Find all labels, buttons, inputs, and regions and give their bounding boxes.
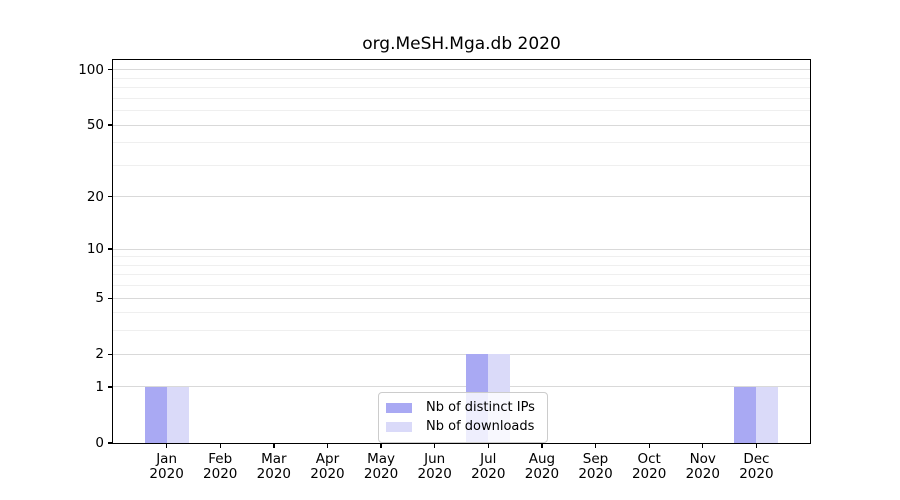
major-gridline xyxy=(113,297,810,299)
x-tick-year: 2020 xyxy=(471,466,506,482)
minor-gridline xyxy=(113,110,810,112)
x-tick-mark xyxy=(755,443,758,448)
minor-gridline xyxy=(113,285,810,287)
x-tick-label: Mar 2020 xyxy=(242,452,306,482)
y-tick-label: 10 xyxy=(86,241,104,258)
x-tick-label: Aug 2020 xyxy=(510,452,574,482)
x-tick-mark xyxy=(273,443,275,448)
x-tick-mark xyxy=(380,443,382,448)
y-tick-mark xyxy=(108,386,113,388)
x-tick-month: May xyxy=(367,451,396,467)
major-gridline xyxy=(113,196,810,198)
x-tick-mark xyxy=(219,443,221,448)
major-gridline xyxy=(113,248,810,250)
minor-gridline xyxy=(113,274,810,276)
x-tick-month: Dec xyxy=(743,451,770,467)
x-tick-label: Nov 2020 xyxy=(671,452,735,482)
y-tick-label: 0 xyxy=(95,435,104,451)
x-tick-year: 2020 xyxy=(310,466,345,482)
y-tick-label: 1 xyxy=(95,378,104,395)
bar-nb-of-downloads-dec xyxy=(756,386,779,443)
y-tick-mark xyxy=(108,297,113,299)
chart-title: org.MeSH.Mga.db 2020 xyxy=(362,34,561,54)
bar-nb-of-distinct-ips-dec xyxy=(734,386,757,443)
x-tick-label: Sep 2020 xyxy=(564,452,628,482)
x-tick-mark xyxy=(326,443,329,448)
x-tick-label: Feb 2020 xyxy=(188,452,252,482)
x-tick-month: Feb xyxy=(208,451,233,467)
x-tick-month: Apr xyxy=(315,451,340,467)
x-tick-year: 2020 xyxy=(685,466,720,482)
x-tick-month: Jul xyxy=(480,451,497,467)
y-tick-label: 100 xyxy=(78,61,104,78)
x-tick-label: May 2020 xyxy=(349,452,413,482)
y-tick-mark xyxy=(108,442,113,444)
legend-label-distinct-ips: Nb of distinct IPs xyxy=(426,400,535,415)
major-gridline xyxy=(113,353,810,355)
x-tick-year: 2020 xyxy=(631,466,667,482)
y-tick-mark xyxy=(108,69,113,71)
minor-gridline xyxy=(113,97,810,99)
y-tick-label: 50 xyxy=(86,117,104,134)
major-gridline xyxy=(113,124,810,126)
minor-gridline xyxy=(113,77,810,79)
minor-gridline xyxy=(113,164,810,166)
x-tick-year: 2020 xyxy=(149,466,184,482)
x-tick-month: Nov xyxy=(689,451,716,467)
legend-item-downloads: Nb of downloads xyxy=(386,417,539,436)
x-tick-year: 2020 xyxy=(578,466,613,482)
x-tick-label: Dec 2020 xyxy=(724,452,788,482)
y-tick-label: 20 xyxy=(86,188,104,205)
legend-label-downloads: Nb of downloads xyxy=(426,419,535,434)
x-tick-label: Jul 2020 xyxy=(456,452,520,482)
x-tick-mark xyxy=(702,443,704,448)
minor-gridline xyxy=(113,330,810,332)
bar-nb-of-downloads-jan xyxy=(166,386,189,443)
x-tick-month: Jan xyxy=(156,451,178,467)
y-tick-mark xyxy=(108,196,113,198)
x-tick-label: Oct 2020 xyxy=(617,452,681,482)
x-tick-year: 2020 xyxy=(417,466,452,482)
x-tick-month: Jun xyxy=(424,451,446,467)
minor-gridline xyxy=(113,87,810,89)
x-tick-year: 2020 xyxy=(363,466,399,482)
x-tick-month: Oct xyxy=(637,451,661,467)
legend-item-distinct-ips: Nb of distinct IPs xyxy=(386,398,539,417)
x-tick-year: 2020 xyxy=(524,466,560,482)
minor-gridline xyxy=(113,256,810,258)
legend: Nb of distinct IPs Nb of downloads xyxy=(378,392,548,443)
y-tick-label: 2 xyxy=(95,346,104,363)
legend-swatch-downloads-icon xyxy=(386,421,412,432)
minor-gridline xyxy=(113,312,810,314)
x-tick-mark xyxy=(166,443,168,448)
major-gridline xyxy=(113,386,810,388)
x-tick-mark xyxy=(487,443,489,448)
y-tick-label: 5 xyxy=(95,290,104,307)
y-tick-mark xyxy=(108,124,113,126)
x-tick-year: 2020 xyxy=(256,466,292,482)
x-tick-year: 2020 xyxy=(203,466,238,482)
minor-gridline xyxy=(113,264,810,266)
major-gridline xyxy=(113,69,810,71)
x-tick-mark xyxy=(434,443,436,448)
x-tick-year: 2020 xyxy=(739,466,774,482)
x-tick-label: Jun 2020 xyxy=(403,452,467,482)
y-tick-mark xyxy=(108,248,113,250)
x-tick-mark xyxy=(594,443,597,448)
legend-swatch-distinct-ips-icon xyxy=(386,402,412,413)
bar-nb-of-distinct-ips-jan xyxy=(144,386,167,443)
x-tick-mark xyxy=(648,443,650,448)
x-tick-month: Mar xyxy=(261,451,287,467)
x-tick-label: Apr 2020 xyxy=(295,452,359,482)
y-tick-mark xyxy=(108,353,113,355)
x-tick-label: Jan 2020 xyxy=(135,452,199,482)
x-tick-mark xyxy=(541,443,543,448)
x-tick-month: Sep xyxy=(582,451,609,467)
x-tick-month: Aug xyxy=(528,451,556,467)
minor-gridline xyxy=(113,142,810,144)
